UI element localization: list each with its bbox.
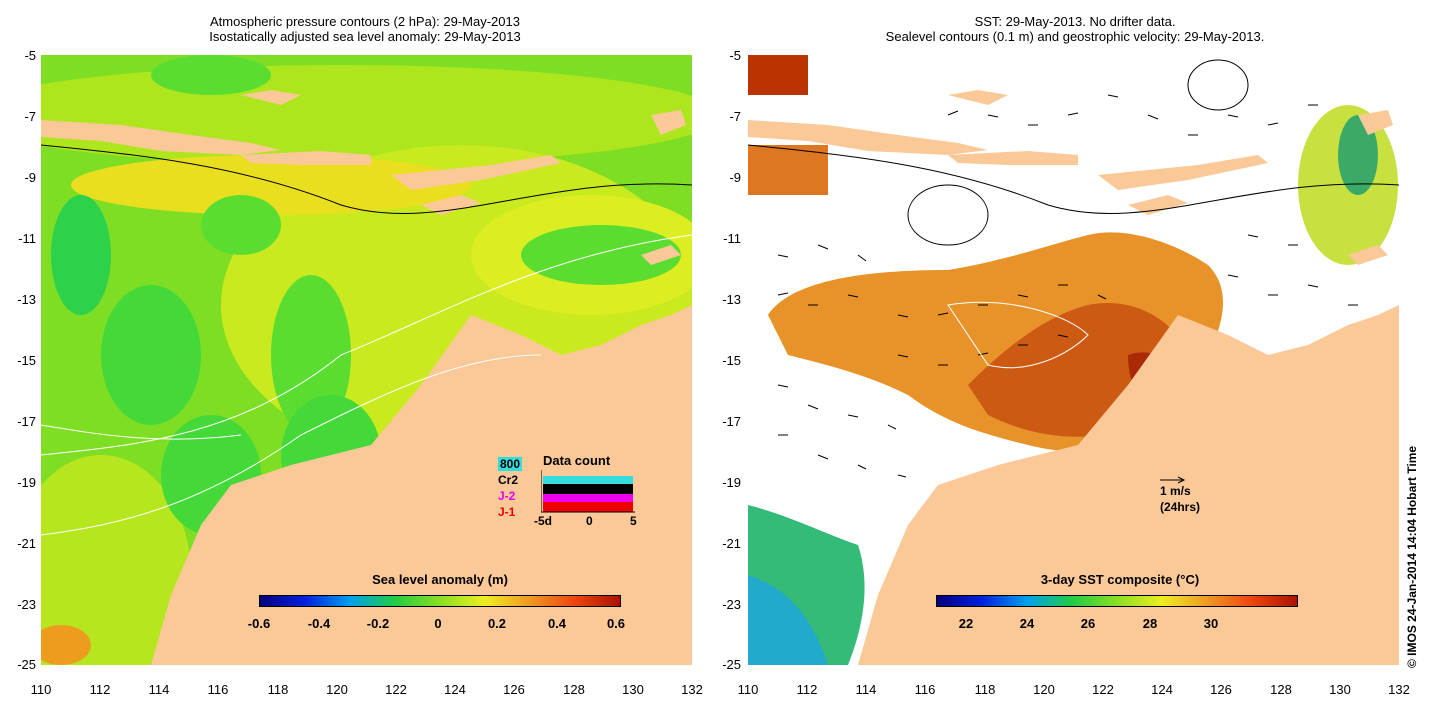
- left-x-tick: 116: [207, 682, 229, 697]
- right-x-tick: 114: [855, 682, 877, 697]
- velocity-scale-label: 1 m/s: [1160, 484, 1191, 498]
- right-y-tick: -23: [722, 597, 741, 612]
- right-title: SST: 29-May-2013. No drifter data. Seale…: [810, 14, 1340, 44]
- left-x-tick: 118: [267, 682, 289, 697]
- right-x-tick: 132: [1388, 682, 1410, 697]
- data-count-xlab: 5: [630, 514, 637, 528]
- right-x-tick: 122: [1092, 682, 1114, 697]
- data-count-bars: [541, 470, 635, 513]
- sst-velocity-map: [748, 55, 1399, 665]
- left-title-line2: Isostatically adjusted sea level anomaly…: [209, 29, 521, 44]
- sla-colorbar: [259, 595, 621, 607]
- left-y-tick: -25: [17, 657, 36, 672]
- left-x-tick: 124: [444, 682, 466, 697]
- left-y-tick: -5: [24, 48, 36, 63]
- right-y-tick: -5: [729, 48, 741, 63]
- left-x-tick: 130: [622, 682, 644, 697]
- left-title-line1: Atmospheric pressure contours (2 hPa): 2…: [210, 14, 520, 29]
- left-y-tick: -7: [24, 109, 36, 124]
- sst-colorbar-label: 28: [1142, 616, 1158, 631]
- right-y-tick: -15: [722, 353, 741, 368]
- left-title: Atmospheric pressure contours (2 hPa): 2…: [160, 14, 570, 44]
- right-x-tick: 130: [1329, 682, 1351, 697]
- sst-colorbar-label: 22: [958, 616, 974, 631]
- sst-colorbar: [936, 595, 1298, 607]
- left-x-tick: 110: [30, 682, 52, 697]
- series-label-cr2: Cr2: [498, 473, 519, 487]
- left-y-tick: -23: [17, 597, 36, 612]
- left-x-tick: 128: [563, 682, 585, 697]
- right-y-tick: -9: [729, 170, 741, 185]
- left-y-tick: -17: [17, 414, 36, 429]
- left-x-tick: 132: [681, 682, 703, 697]
- sla-colorbar-title: Sea level anomaly (m): [372, 572, 508, 587]
- sla-colorbar-label: 0.2: [487, 616, 507, 631]
- data-count-xlab: -5d: [534, 514, 552, 528]
- sla-colorbar-label: 0.4: [547, 616, 567, 631]
- right-y-tick: -11: [723, 231, 741, 246]
- right-title-line2: Sealevel contours (0.1 m) and geostrophi…: [885, 29, 1265, 44]
- velocity-scale-sublabel: (24hrs): [1160, 500, 1201, 514]
- right-title-line1: SST: 29-May-2013. No drifter data.: [974, 14, 1176, 29]
- left-y-tick: -11: [18, 231, 36, 246]
- left-x-tick: 122: [385, 682, 407, 697]
- left-x-tick: 126: [503, 682, 525, 697]
- sea-level-anomaly-map: [41, 55, 692, 665]
- series-label-j1: J-1: [498, 505, 516, 519]
- left-y-tick: -19: [17, 475, 36, 490]
- left-y-tick: -21: [17, 536, 36, 551]
- series-label-800: 800: [498, 457, 523, 471]
- sla-colorbar-label: 0.6: [606, 616, 626, 631]
- sla-colorbar-label: -0.4: [307, 616, 331, 631]
- sla-colorbar-label: 0: [434, 616, 442, 631]
- right-x-tick: 118: [974, 682, 996, 697]
- right-x-tick: 126: [1210, 682, 1232, 697]
- left-y-tick: -13: [17, 292, 36, 307]
- right-x-tick: 128: [1270, 682, 1292, 697]
- sla-colorbar-label: -0.6: [247, 616, 271, 631]
- right-x-tick: 116: [914, 682, 936, 697]
- right-y-tick: -17: [722, 414, 741, 429]
- right-x-tick: 112: [796, 682, 818, 697]
- right-x-tick: 120: [1033, 682, 1055, 697]
- right-y-tick: -13: [722, 292, 741, 307]
- data-count-title: Data count: [543, 453, 611, 468]
- right-x-tick: 124: [1151, 682, 1173, 697]
- imos-credit: © IMOS 24-Jan-2014 14:04 Hobart Time: [1405, 445, 1419, 668]
- left-y-tick: -9: [24, 170, 36, 185]
- left-y-tick: -15: [17, 353, 36, 368]
- sst-colorbar-label: 26: [1080, 616, 1096, 631]
- sla-colorbar-label: -0.2: [366, 616, 390, 631]
- left-x-tick: 112: [89, 682, 111, 697]
- right-y-tick: -25: [722, 657, 741, 672]
- right-y-tick: -7: [729, 109, 741, 124]
- left-x-tick: 114: [148, 682, 170, 697]
- sst-colorbar-title: 3-day SST composite (°C): [1040, 572, 1200, 587]
- right-x-tick: 110: [737, 682, 759, 697]
- right-y-tick: -21: [722, 536, 741, 551]
- right-y-tick: -19: [722, 475, 741, 490]
- sst-colorbar-label: 24: [1019, 616, 1035, 631]
- velocity-scale-arrow: [1160, 476, 1186, 484]
- left-x-tick: 120: [326, 682, 348, 697]
- series-label-j2: J-2: [498, 489, 516, 503]
- sst-colorbar-label: 30: [1203, 616, 1219, 631]
- data-count-xlab: 0: [586, 514, 593, 528]
